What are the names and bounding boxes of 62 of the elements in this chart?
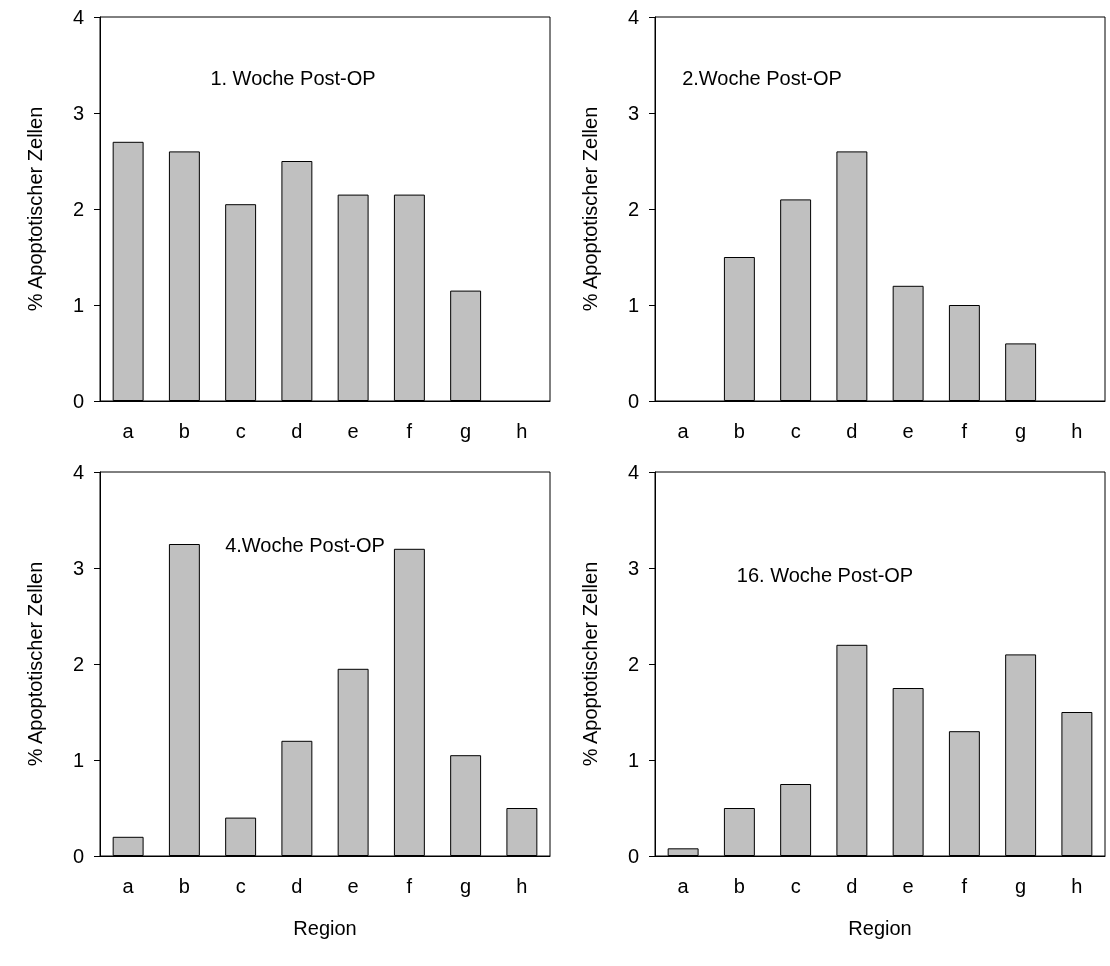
x-tick-label: e [347,420,359,442]
y-tick-label: 3 [72,102,84,124]
x-tick-label: h [1071,875,1083,897]
y-tick-label: 0 [72,845,84,867]
y-tick-label: 0 [72,390,84,412]
y-tick-label: 4 [627,6,639,28]
y-tick-label: 2 [627,198,639,220]
x-tick-label: b [733,420,745,442]
y-tick-label: 3 [627,557,639,579]
y-axis-title: % Apoptotischer Zellen [579,106,601,312]
x-tick-label: e [902,875,914,897]
x-tick-label: b [178,875,190,897]
y-tick-label: 0 [627,390,639,412]
x-tick-label: g [460,875,472,897]
x-tick-label: f [406,420,413,442]
x-tick-label: g [1015,420,1027,442]
x-tick-label: h [516,875,528,897]
x-tick-label: d [846,420,858,442]
x-tick-label: g [1015,875,1027,897]
x-tick-label: f [961,420,968,442]
x-tick-label: d [846,875,858,897]
x-tick-label: f [406,875,413,897]
text: 2.Woche Post-OP [682,67,842,89]
y-axis-title: % Apoptotischer Zellen [24,106,46,312]
y-tick-label: 1 [72,749,84,771]
x-axis-title: Region [293,917,357,939]
x-tick-label: a [677,875,690,897]
y-tick-label: 2 [72,198,84,220]
x-tick-label: c [235,420,246,442]
y-tick-label: 4 [72,6,84,28]
x-tick-label: f [961,875,968,897]
y-tick-label: 1 [72,294,84,316]
x-tick-label: c [790,875,801,897]
x-tick-label: e [347,875,359,897]
x-tick-label: h [1071,420,1083,442]
text: 4.Woche Post-OP [225,534,385,556]
x-tick-label: h [516,420,528,442]
y-axis-title: % Apoptotischer Zellen [579,561,601,767]
x-axis-title: Region [848,917,912,939]
x-tick-label: e [902,420,914,442]
y-tick-label: 1 [627,294,639,316]
y-tick-label: 4 [627,461,639,483]
y-tick-label: 0 [627,845,639,867]
x-tick-label: c [790,420,801,442]
y-tick-label: 2 [72,653,84,675]
x-tick-label: b [733,875,745,897]
x-tick-label: a [122,420,135,442]
y-tick-label: 4 [72,461,84,483]
x-tick-label: c [235,875,246,897]
text: 1. Woche Post-OP [210,67,376,89]
x-tick-label: a [677,420,690,442]
y-tick-label: 3 [72,557,84,579]
y-tick-label: 3 [627,102,639,124]
x-tick-label: b [178,420,190,442]
x-tick-label: a [122,875,135,897]
text: 16. Woche Post-OP [736,564,914,586]
y-tick-label: 2 [627,653,639,675]
x-tick-label: g [460,420,472,442]
x-tick-label: d [291,420,303,442]
y-tick-label: 1 [627,749,639,771]
y-axis-title: % Apoptotischer Zellen [24,561,46,767]
x-tick-label: d [291,875,303,897]
